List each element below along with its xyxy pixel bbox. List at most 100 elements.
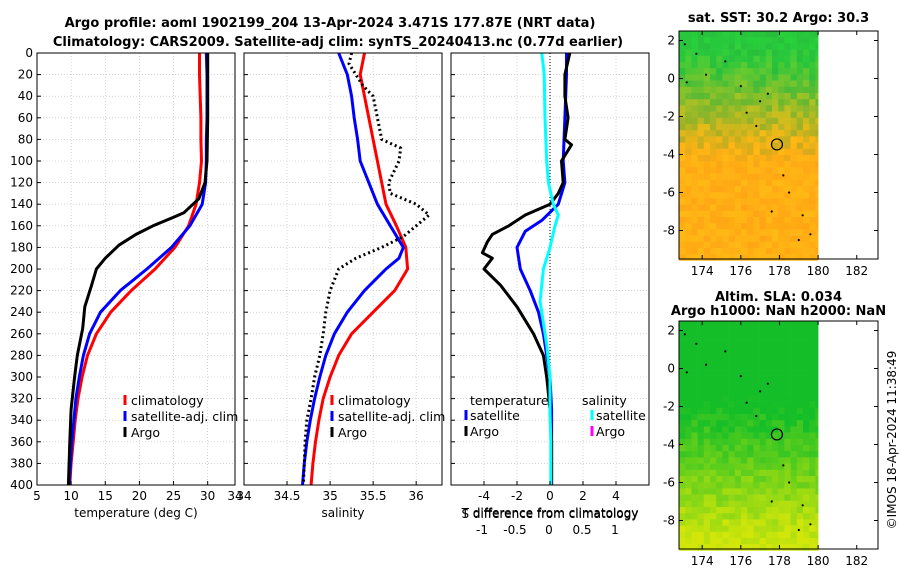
map-cell [728,74,736,81]
island-mark [704,363,708,366]
map-cell [747,37,754,44]
map-cell [796,124,804,131]
map-cell [703,55,711,63]
map-cell [691,68,698,75]
map-cell [728,173,736,181]
map-cell [747,525,754,533]
map-cell [765,463,773,471]
map-cell [796,420,804,427]
map-cell [703,124,711,131]
map-cell [784,223,791,230]
map-cell [716,161,723,168]
y-tick-label: 280 [10,348,33,362]
map-cell [722,235,729,243]
map-cell [734,62,742,69]
map-cell [747,451,754,458]
map-cell [784,488,791,495]
map-cell [728,235,736,243]
map-cell [734,321,742,328]
map-cell [778,407,785,415]
map-cell [803,55,810,63]
map-cell [697,68,705,75]
map-cell [784,420,791,427]
map-cell [710,445,717,452]
map-cell [734,155,742,162]
map-cell [765,117,773,125]
map-cell [722,210,729,218]
map-cell [679,482,686,489]
island-mark [745,111,748,114]
map-cell [790,86,798,94]
map-cell [815,229,819,236]
x-tick-label: 30 [200,489,215,503]
map-cell [728,43,736,50]
map-cell [784,217,791,224]
map-cell [703,167,711,174]
map-cell [691,352,698,359]
map-cell [691,142,698,150]
map-cell [679,401,686,409]
map-cell [778,167,785,174]
map-cell [747,86,754,94]
map-cell [784,544,791,551]
map-cell [691,223,698,230]
map-cell [679,476,686,483]
map-cell [747,420,754,427]
map-cell [772,74,779,81]
map-cell [685,469,692,477]
map-cell [691,198,698,205]
map-cell [741,414,748,421]
series-line [68,53,203,486]
map-cell [685,445,692,452]
map-cell [697,99,705,106]
map-cell [685,254,692,261]
map-cell [778,432,785,440]
y-tick-label: 260 [10,327,33,341]
map-cell [734,525,742,533]
island-mark [759,100,762,103]
map-cell [772,173,779,181]
map-cell [685,321,692,328]
map-cell [697,358,705,365]
map-cell [778,148,785,156]
map-cell [815,210,819,218]
map-cell [772,389,779,396]
map-cell [765,217,773,224]
map-cell [809,414,816,421]
map-cell [803,376,810,384]
map-cell [815,426,819,433]
map-cell [691,179,698,187]
argo-location-marker [770,138,784,151]
map-cell [784,519,791,526]
map-cell [809,161,816,168]
map-cell [741,401,748,409]
map-cell [734,507,742,514]
map-cell [710,339,717,347]
map-cell [722,451,729,458]
map-cell [796,463,804,471]
map-cell [765,376,773,384]
map-cell [703,86,711,94]
map-cell [784,358,791,365]
map-cell [815,235,819,243]
map-cell [703,186,711,193]
map-cell [809,186,816,193]
map-cell [703,488,711,495]
map-cell [790,476,798,483]
map-cell [778,49,785,57]
map-cell [697,117,705,125]
map-cell [815,469,819,477]
map-cell [784,321,791,328]
map-cell [815,531,819,539]
map-cell [679,469,686,477]
map-cell [759,49,767,57]
map-cell [722,538,729,545]
map-cell [722,241,729,249]
map-cell [697,476,705,483]
map-cell [734,99,742,106]
map-cell [691,438,698,446]
map-cell [759,192,767,199]
map-cell [716,223,723,230]
map-cell [796,513,804,520]
map-cell [703,223,711,230]
